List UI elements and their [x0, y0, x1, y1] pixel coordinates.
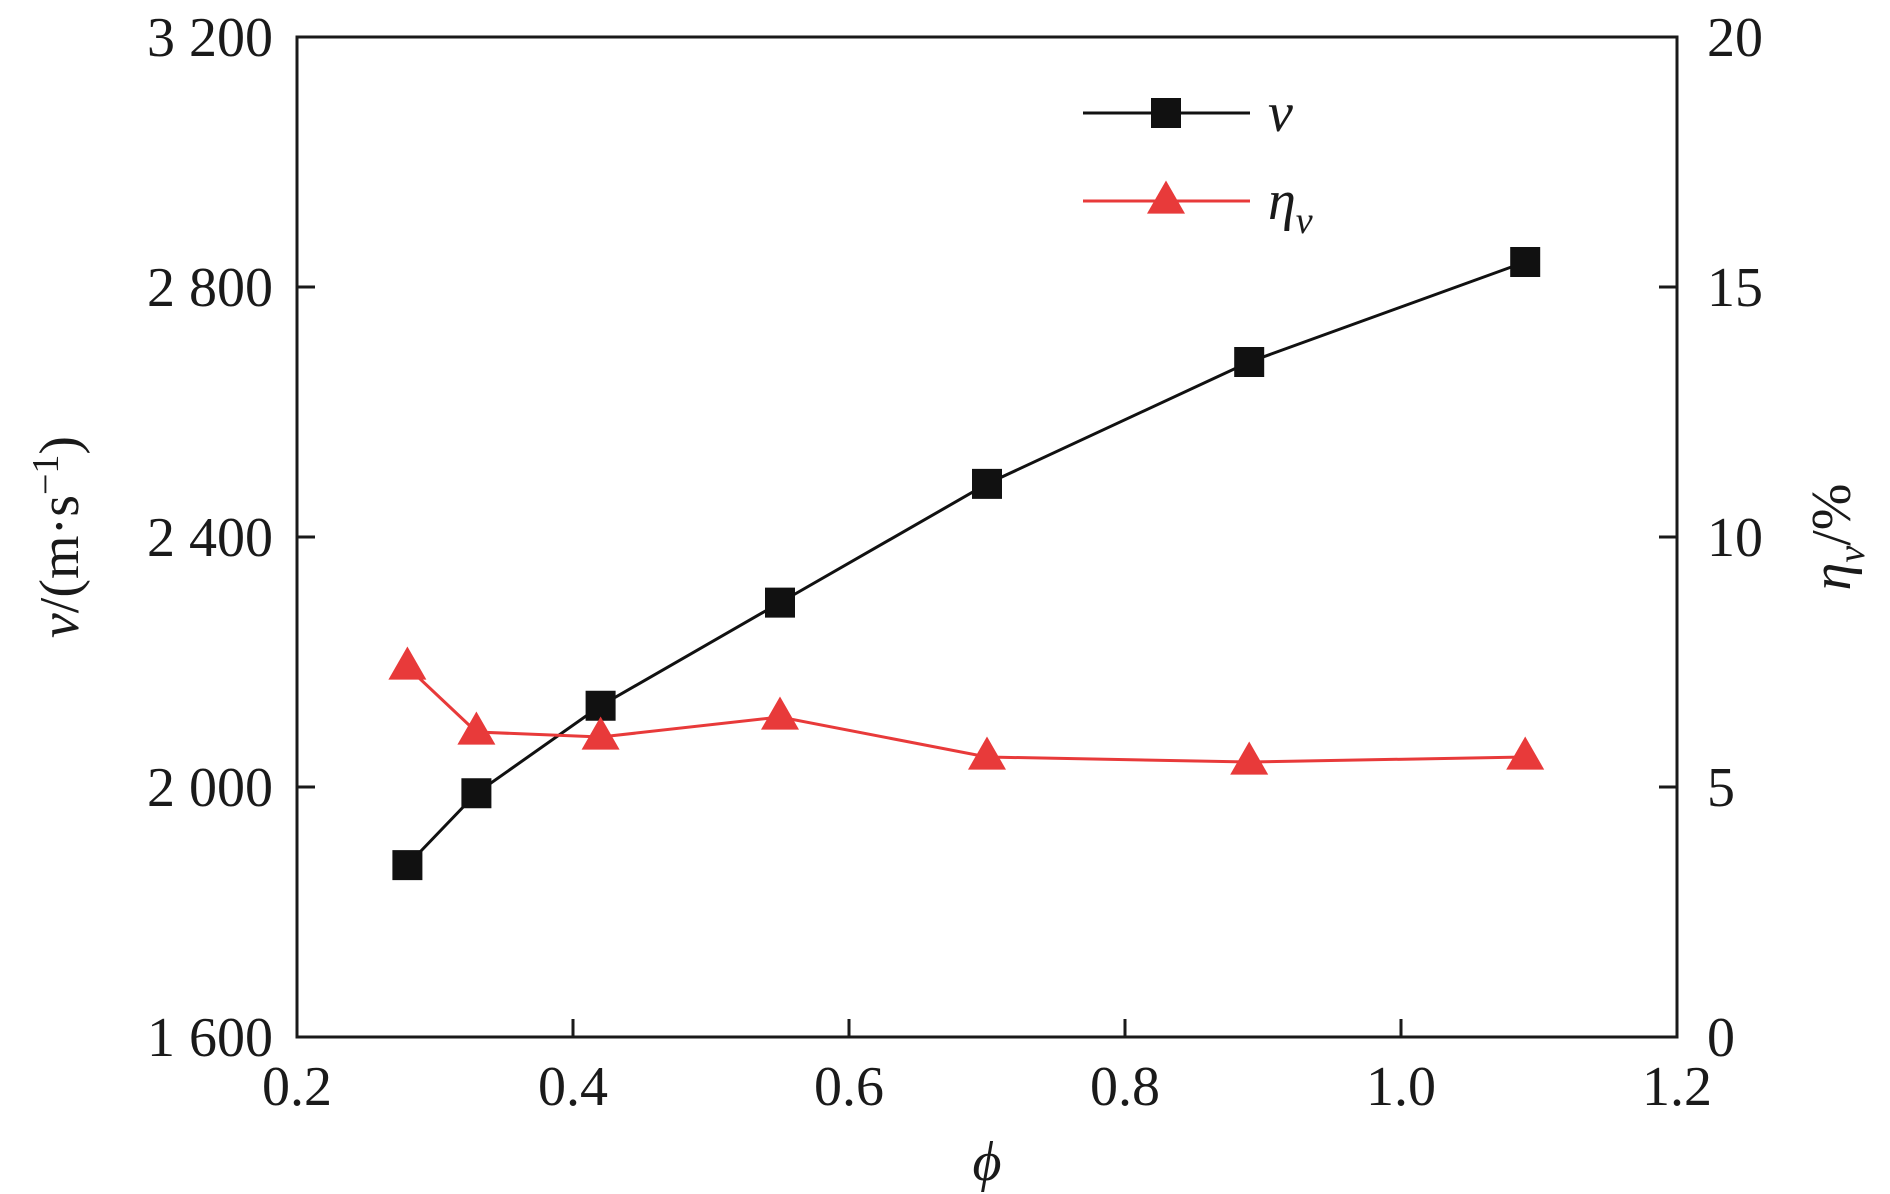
legend-item-1: ηv	[1083, 170, 1313, 242]
x-tick-label: 0.6	[814, 1056, 884, 1118]
data-point	[388, 646, 427, 680]
series-line	[406, 260, 1526, 867]
data-point	[457, 711, 496, 745]
y-right-tick-label: 20	[1707, 7, 1763, 69]
y-right-axis-ticks: 0 5 10 15 20	[1659, 7, 1763, 1069]
legend: v ηv	[1083, 82, 1313, 242]
data-point	[1230, 741, 1269, 775]
y-right-tick-label: 5	[1707, 757, 1735, 819]
data-point	[1234, 347, 1265, 377]
series-0	[392, 247, 1541, 881]
y-right-tick-label: 0	[1707, 1007, 1735, 1069]
x-axis-label: ϕ	[973, 1131, 1002, 1193]
y-left-tick-label: 2 800	[147, 257, 273, 319]
series-1	[388, 646, 1545, 775]
data-point	[972, 468, 1002, 499]
y-right-axis-label: ηv/%	[1801, 484, 1873, 591]
series-line	[406, 665, 1526, 764]
y-right-tick-label: 15	[1707, 257, 1763, 319]
legend-item-0: v	[1083, 82, 1293, 144]
x-tick-label: 1.0	[1366, 1056, 1436, 1118]
x-tick-label: 1.2	[1642, 1056, 1712, 1118]
x-axis-ticks: 0.2 0.4 0.6 0.8 1.0 1.2	[262, 1019, 1712, 1118]
y-left-axis-label: v/(m·s−1)	[25, 436, 91, 638]
x-tick-label: 0.2	[262, 1056, 332, 1118]
data-point	[581, 716, 620, 750]
data-point	[585, 690, 616, 721]
data-point	[461, 778, 492, 809]
data-point	[968, 736, 1006, 770]
plot-frame	[295, 35, 1679, 1039]
x-tick-label: 0.8	[1090, 1056, 1160, 1118]
data-point	[761, 696, 799, 730]
legend-label: v	[1268, 82, 1293, 144]
data-point	[1506, 736, 1545, 770]
legend-swatch-marker	[1151, 98, 1181, 128]
data-point	[765, 587, 795, 618]
series-layer	[388, 247, 1545, 881]
legend-label: ηv	[1268, 170, 1313, 242]
y-left-axis-ticks: 1 600 2 000 2 400 2 800 3 200	[147, 7, 315, 1069]
legend-swatch-marker	[1147, 180, 1185, 214]
y-left-tick-label: 2 000	[147, 757, 273, 819]
y-left-tick-label: 3 200	[147, 7, 273, 69]
data-point	[1510, 247, 1541, 277]
y-right-tick-label: 10	[1707, 507, 1763, 569]
y-left-tick-label: 2 400	[147, 507, 273, 569]
data-point	[392, 850, 423, 881]
y-left-tick-label: 1 600	[147, 1007, 273, 1069]
x-tick-label: 0.4	[538, 1056, 608, 1118]
